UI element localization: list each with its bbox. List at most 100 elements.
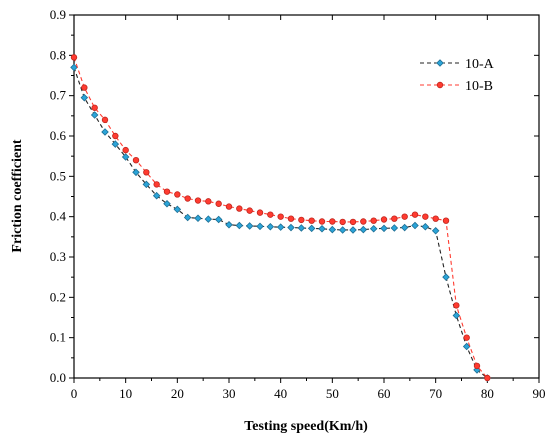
y-tick-label: 0.9 [50, 7, 66, 22]
data-point [442, 217, 450, 224]
data-point [246, 207, 253, 214]
data-point [401, 213, 408, 220]
data-point [225, 220, 233, 229]
data-point [432, 215, 439, 222]
x-tick-label: 30 [223, 386, 236, 401]
data-point [132, 168, 140, 177]
data-point [422, 213, 429, 220]
data-point [132, 156, 140, 164]
data-point [163, 188, 171, 195]
data-point [267, 211, 274, 218]
y-tick-label: 0.6 [50, 128, 67, 143]
data-point [349, 226, 357, 234]
legend-marker [436, 81, 444, 89]
data-point [338, 226, 347, 234]
data-point [318, 225, 326, 233]
y-tick-label: 0.8 [50, 47, 66, 62]
data-point [349, 218, 357, 226]
data-point [442, 273, 450, 281]
data-point [205, 198, 212, 205]
data-point [183, 213, 192, 222]
data-point [297, 224, 306, 232]
data-point [391, 215, 398, 222]
data-point [360, 218, 367, 225]
data-point [80, 93, 89, 102]
data-point [152, 191, 161, 200]
data-point [214, 215, 223, 224]
data-point [380, 216, 388, 223]
data-point [194, 197, 202, 204]
x-tick-label: 0 [71, 386, 78, 401]
data-point [369, 225, 378, 233]
x-axis-title: Testing speed(Km/h) [244, 419, 368, 434]
series-10-B [70, 54, 491, 382]
legend: 10-A 10-B [420, 57, 495, 94]
data-point [101, 116, 109, 124]
data-point [359, 225, 368, 234]
legend-label: 10-B [465, 79, 493, 94]
data-point [287, 223, 295, 232]
data-point [256, 222, 264, 231]
y-tick-label: 0.3 [50, 249, 66, 264]
data-point [70, 63, 78, 72]
data-point [307, 224, 316, 233]
data-point [111, 140, 120, 148]
data-point [153, 181, 160, 188]
data-point [370, 217, 377, 224]
data-point [400, 223, 409, 232]
data-point [184, 195, 191, 202]
series-10-A [70, 63, 492, 382]
x-tick-label: 60 [378, 386, 391, 401]
data-point [390, 224, 399, 232]
data-point [411, 211, 419, 218]
data-point [431, 227, 440, 235]
data-point [473, 362, 481, 370]
data-point [194, 214, 202, 223]
data-point [266, 222, 275, 231]
data-point [287, 215, 295, 222]
data-point [81, 84, 88, 91]
data-point [121, 153, 130, 161]
data-point [204, 215, 213, 223]
x-tick-label: 50 [326, 386, 339, 401]
data-point [174, 191, 181, 198]
legend-item: 10-B [420, 79, 493, 94]
y-tick-label: 0.0 [50, 370, 66, 385]
data-point [298, 216, 305, 224]
x-tick-label: 40 [274, 386, 287, 401]
data-point [411, 221, 419, 230]
data-point [163, 199, 171, 208]
data-point [91, 104, 98, 111]
data-point [225, 203, 233, 210]
data-point [453, 302, 460, 309]
data-point [452, 311, 461, 320]
data-point [329, 218, 336, 225]
y-axis-title: Friction coefficient [10, 139, 25, 252]
data-point [276, 223, 285, 231]
y-tick-label: 0.1 [50, 330, 66, 345]
legend-item: 10-A [420, 57, 495, 72]
x-tick-label: 90 [533, 386, 546, 401]
y-tick-label: 0.5 [50, 168, 66, 183]
series-line [73, 67, 488, 379]
data-point [462, 342, 471, 351]
data-point [245, 222, 254, 230]
data-point [112, 132, 119, 140]
data-point [236, 205, 243, 212]
data-point [463, 334, 470, 341]
y-tick-label: 0.7 [50, 88, 67, 103]
axes-layer: 0 10 20 30 40 50 60 70 80 90 0.0 0.1 0.2 0.3 0.4 0.5 0.6… [50, 7, 546, 401]
data-point [318, 218, 326, 225]
data-point [142, 180, 151, 189]
data-point [101, 128, 109, 136]
x-tick-label: 20 [171, 386, 184, 401]
data-point [90, 111, 99, 119]
data-point [339, 218, 346, 226]
data-point [380, 224, 388, 233]
y-tick-label: 0.4 [50, 209, 67, 224]
data-point [215, 200, 222, 207]
x-tick-label: 80 [481, 386, 494, 401]
x-tick-label: 10 [119, 386, 132, 401]
